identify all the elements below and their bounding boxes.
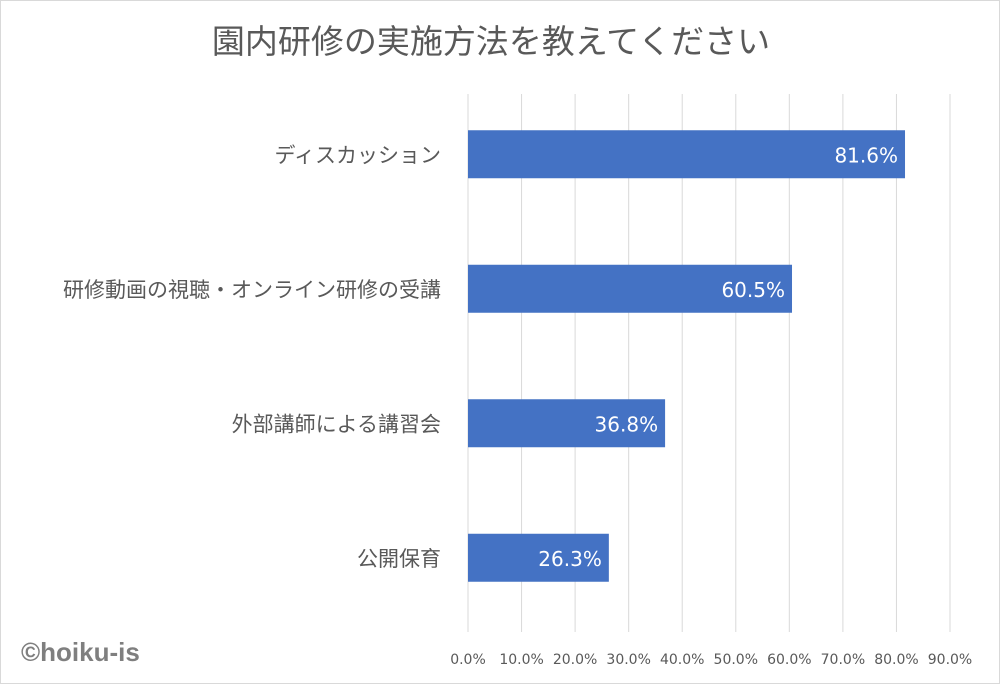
- x-tick-label: 0.0%: [450, 652, 486, 668]
- data-label: 81.6%: [834, 143, 898, 167]
- category-label: 研修動画の視聴・オンライン研修の受講: [63, 278, 441, 302]
- category-label: 外部講師による講習会: [232, 412, 441, 436]
- data-label: 36.8%: [595, 412, 659, 436]
- chart-title: 園内研修の実施方法を教えてください: [211, 22, 771, 61]
- x-tick-label: 50.0%: [714, 652, 758, 668]
- x-tick-label: 90.0%: [928, 652, 972, 668]
- data-label: 60.5%: [721, 278, 785, 302]
- x-tick-label: 10.0%: [499, 652, 543, 668]
- bar: [468, 264, 793, 313]
- x-tick-label: 80.0%: [874, 652, 918, 668]
- x-tick-label: 20.0%: [553, 652, 597, 668]
- category-label: 公開保育: [357, 547, 441, 571]
- x-tick-label: 70.0%: [821, 652, 865, 668]
- data-label: 26.3%: [538, 547, 602, 571]
- category-label: ディスカッション: [274, 143, 441, 167]
- watermark: ©hoiku-is: [21, 637, 140, 667]
- x-tick-label: 30.0%: [606, 652, 650, 668]
- bar: [468, 399, 666, 448]
- bar: [468, 130, 906, 179]
- bar: [468, 533, 609, 582]
- x-tick-label: 60.0%: [767, 652, 811, 668]
- x-tick-label: 40.0%: [660, 652, 704, 668]
